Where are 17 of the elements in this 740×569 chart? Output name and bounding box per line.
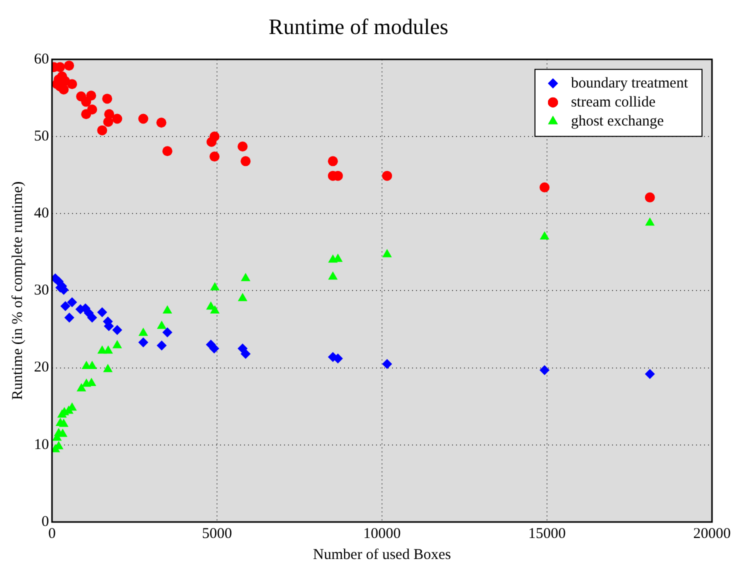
y-tick-label: 60 <box>34 51 49 68</box>
x-tick-label: 5000 <box>202 526 232 542</box>
y-tick-label: 30 <box>34 282 49 299</box>
y-tick-label: 40 <box>34 206 49 222</box>
y-tick-label: 20 <box>34 360 49 376</box>
legend-label: stream collide <box>570 94 656 110</box>
y-tick-label: 10 <box>34 436 49 453</box>
x-axis-title: Number of used Boxes <box>313 546 452 563</box>
y-axis-title: Runtime (in % of complete runtime) <box>10 181 26 400</box>
x-tick-label: 15000 <box>528 526 566 542</box>
x-tick-label: 20000 <box>693 526 731 542</box>
chart-title: Runtime of modules <box>268 14 448 39</box>
legend-label: ghost exchange <box>570 113 664 130</box>
y-tick-label: 0 <box>42 514 49 530</box>
legend-label: boundary treatment <box>570 75 689 92</box>
y-tick-label: 50 <box>34 128 49 144</box>
x-tick-label: 10000 <box>363 526 401 542</box>
